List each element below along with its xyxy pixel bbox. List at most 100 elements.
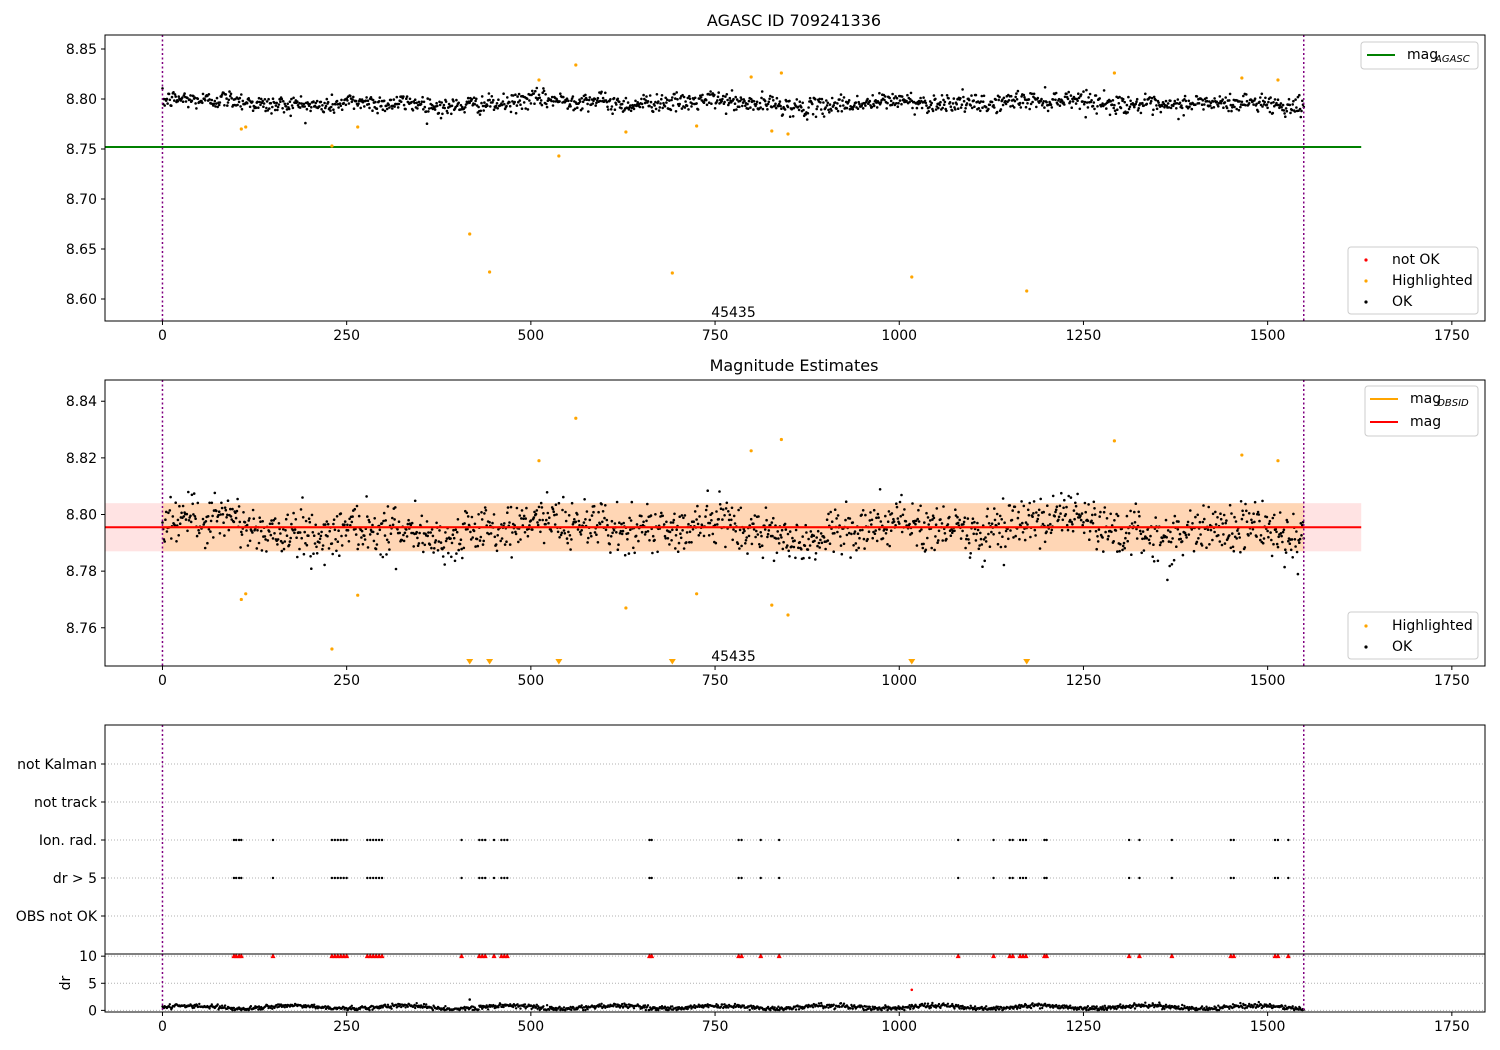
ok-point xyxy=(1013,99,1017,103)
ok-point xyxy=(163,540,166,543)
ok-point xyxy=(733,522,737,525)
ok-point xyxy=(266,109,270,112)
ok-point xyxy=(1007,537,1010,541)
ok-point xyxy=(1098,515,1101,518)
ok-point xyxy=(1027,98,1031,101)
ok-point xyxy=(683,106,687,109)
flag-point xyxy=(506,876,509,880)
ok-point xyxy=(895,502,898,506)
ok-point xyxy=(878,488,882,491)
ok-point xyxy=(349,94,352,98)
ok-point xyxy=(251,109,255,112)
ok-point xyxy=(220,501,223,505)
ok-point xyxy=(926,516,930,519)
ok-point xyxy=(594,104,597,107)
ok-point xyxy=(1004,99,1007,103)
flag-point xyxy=(345,838,348,842)
ok-point xyxy=(1261,499,1264,503)
ok-point xyxy=(1255,535,1258,538)
ok-point xyxy=(192,513,195,516)
ok-point xyxy=(426,534,430,538)
ok-point xyxy=(1113,103,1116,107)
dr-point xyxy=(572,1006,575,1009)
ok-point xyxy=(325,97,329,101)
ok-point xyxy=(895,102,898,105)
ok-point xyxy=(966,517,970,520)
flag-point xyxy=(1021,876,1025,880)
highlighted-point xyxy=(749,75,753,79)
ok-point xyxy=(443,563,447,566)
ok-point xyxy=(1219,101,1223,105)
ok-point xyxy=(1085,101,1089,104)
ok-point xyxy=(732,108,736,112)
ok-point xyxy=(1049,531,1053,535)
ok-point xyxy=(968,556,972,559)
ok-point xyxy=(628,516,631,520)
dr-point xyxy=(523,1003,527,1006)
ok-point xyxy=(885,107,888,110)
ok-point xyxy=(1241,509,1244,513)
ok-point xyxy=(1228,534,1231,537)
dr-point xyxy=(231,1008,234,1012)
ok-point xyxy=(441,555,445,558)
ok-point xyxy=(636,101,639,104)
dr-point xyxy=(870,1008,874,1011)
ok-point xyxy=(738,528,742,532)
ok-point xyxy=(1036,517,1040,521)
ok-point xyxy=(320,530,323,534)
ok-point xyxy=(191,502,194,506)
ok-point xyxy=(676,550,680,553)
ok-point xyxy=(538,518,541,522)
ok-point xyxy=(905,99,908,103)
ok-point xyxy=(240,530,243,534)
ok-point xyxy=(1271,111,1275,115)
ok-point xyxy=(493,535,497,539)
ok-point xyxy=(221,513,225,516)
ok-point xyxy=(620,102,624,106)
ok-point xyxy=(986,507,989,511)
ok-point xyxy=(1167,540,1171,543)
ok-point xyxy=(1268,110,1272,114)
ok-point xyxy=(402,103,406,107)
dr-clipped-marker xyxy=(379,953,385,959)
ok-point xyxy=(957,524,961,527)
ok-point xyxy=(229,94,232,98)
ok-point xyxy=(745,536,748,539)
ok-point xyxy=(755,102,758,106)
ok-point xyxy=(868,519,872,522)
dr-point xyxy=(558,1005,561,1008)
ok-point xyxy=(307,534,310,537)
flag-point xyxy=(759,876,762,880)
ok-point xyxy=(883,98,886,102)
ok-point xyxy=(1285,109,1289,113)
highlighted-point xyxy=(695,592,699,596)
ok-point xyxy=(713,523,717,527)
ok-point xyxy=(405,97,408,100)
flag-point xyxy=(240,876,243,880)
ok-point xyxy=(928,519,932,522)
ok-point xyxy=(483,506,487,509)
ok-point xyxy=(990,100,994,104)
flag-point xyxy=(483,838,487,842)
flag-point xyxy=(1170,838,1174,842)
ok-point xyxy=(235,509,239,513)
ok-point xyxy=(665,520,668,524)
ok-point xyxy=(972,99,975,102)
ok-point xyxy=(809,530,813,533)
ok-point xyxy=(353,507,357,511)
ok-point xyxy=(806,112,810,115)
legend-label-highlighted: Highlighted xyxy=(1392,273,1473,289)
ok-point xyxy=(209,530,212,533)
dr-point xyxy=(519,1007,522,1010)
ok-point xyxy=(525,506,528,510)
ok-point xyxy=(1267,522,1271,525)
ok-point xyxy=(1093,507,1096,510)
flag-point xyxy=(1276,876,1280,880)
magnitude-legend-top: mag OBSID mag xyxy=(1364,385,1479,437)
ok-point xyxy=(974,539,978,542)
ok-point xyxy=(1281,540,1284,544)
dr-point xyxy=(934,1006,938,1009)
flag-point xyxy=(1043,838,1046,842)
ok-point xyxy=(604,528,608,532)
ok-point xyxy=(840,552,844,556)
